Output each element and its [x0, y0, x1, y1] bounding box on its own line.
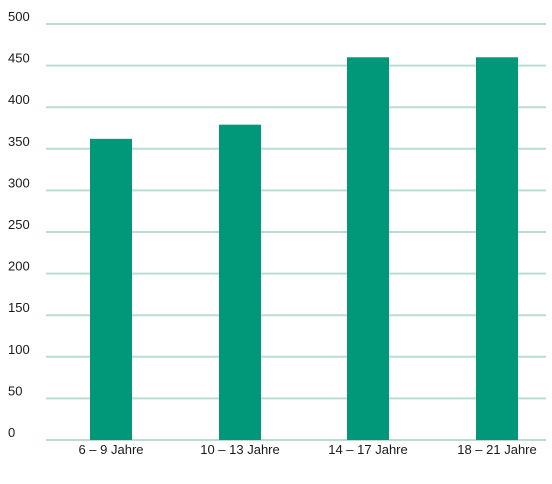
bar: [219, 124, 261, 440]
bars: [90, 57, 518, 441]
y-tick-label: 200: [8, 259, 30, 274]
x-category-label: 10 – 13 Jahre: [200, 442, 280, 457]
y-tick-label: 150: [8, 300, 30, 315]
y-tick-label: 250: [8, 217, 30, 232]
x-axis-categories: 6 – 9 Jahre 10 – 13 Jahre 14 – 17 Jahre 18 …: [78, 442, 536, 457]
bar: [476, 57, 518, 440]
y-tick-label: 0: [8, 425, 15, 440]
y-tick-label: 350: [8, 134, 30, 149]
y-axis-ticks: 0 50 100 150 200 250 300 350 400 450 500: [8, 9, 30, 440]
y-tick-label: 100: [8, 342, 30, 357]
y-tick-label: 300: [8, 175, 30, 190]
bar: [347, 57, 389, 440]
x-category-label: 6 – 9 Jahre: [78, 442, 143, 457]
y-tick-label: 50: [8, 383, 22, 398]
y-tick-label: 450: [8, 51, 30, 66]
y-tick-label: 500: [8, 9, 30, 24]
x-category-label: 14 – 17 Jahre: [328, 442, 408, 457]
bar: [90, 138, 132, 441]
x-category-label: 18 – 21 Jahre: [457, 442, 537, 457]
y-tick-label: 400: [8, 92, 30, 107]
